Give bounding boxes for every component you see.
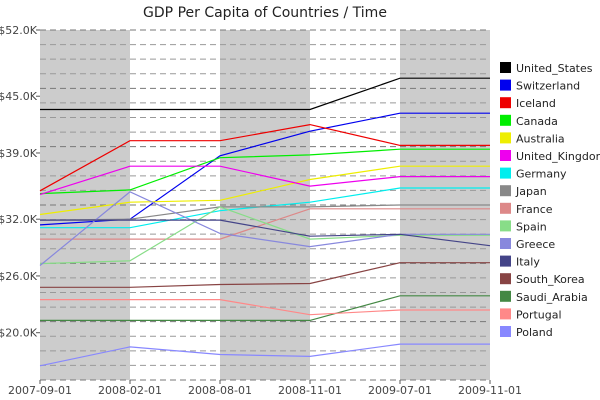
x-axis: 2007-09-01 2008-02-01 2008-08-01 2008-11-01…: [8, 380, 522, 397]
x-tick-label: 2008-11-01: [278, 384, 342, 397]
legend-swatch: [500, 326, 511, 337]
y-tick-label: $39.0K: [0, 147, 38, 160]
legend-label: Greece: [516, 238, 555, 251]
y-axis: $20.0K $26.0K $32.0K $39.0K $45.0K $52.0K: [0, 24, 40, 340]
series-line-japan: [39, 204, 490, 221]
y-tick-label: $26.0K: [0, 270, 38, 283]
legend-swatch: [500, 114, 511, 126]
legend-swatch: [500, 255, 511, 267]
series-line-spain: [39, 206, 490, 265]
legend-label: South_Korea: [516, 273, 585, 286]
series-line-canada: [39, 148, 490, 195]
legend-swatch: [500, 238, 511, 249]
legend-label: Canada: [516, 115, 558, 128]
legend-swatch: [500, 290, 511, 302]
grid-lines: [40, 29, 490, 381]
x-tick-label: 2008-08-01: [188, 384, 252, 397]
legend-swatch: [500, 62, 511, 73]
series-line-iceland: [39, 123, 490, 192]
series-line-france: [40, 208, 490, 240]
legend-swatch: [500, 308, 511, 320]
legend-label: France: [516, 203, 553, 216]
x-tick-label: 2009-11-01: [458, 384, 522, 397]
legend-swatch: [500, 220, 511, 232]
y-tick-label: $52.0K: [0, 24, 38, 37]
legend-label: United_Kingdom: [516, 150, 600, 163]
x-tick-label: 2009-07-01: [368, 384, 432, 397]
legend-label: Saudi_Arabia: [516, 291, 588, 304]
series-line-south-korea: [40, 262, 490, 288]
legend-label: Iceland: [516, 97, 556, 110]
legend-label: United_States: [516, 62, 593, 75]
series-line-greece: [39, 191, 490, 266]
legend-label: Poland: [516, 326, 553, 339]
legend-swatch: [500, 79, 511, 91]
legend-label: Spain: [516, 220, 547, 233]
legend-label: Japan: [515, 185, 547, 198]
chart-title: GDP Per Capita of Countries / Time: [143, 5, 387, 21]
legend-swatch: [500, 202, 511, 214]
legend-swatch: [500, 273, 511, 285]
series-line-italy: [40, 219, 491, 247]
legend-swatch: [500, 167, 511, 179]
series-line-united-kingdom: [39, 165, 490, 196]
legend-label: Italy: [516, 256, 540, 269]
series-lines: [39, 77, 491, 367]
legend-label: Switzerland: [516, 80, 580, 93]
legend-swatch: [500, 150, 511, 161]
series-line-poland: [39, 343, 490, 367]
x-tick-label: 2008-02-01: [98, 384, 162, 397]
legend-swatch: [500, 185, 511, 197]
legend: United_States Switzerland Iceland Canada Aus…: [500, 62, 600, 339]
series-line-portugal: [40, 299, 490, 316]
y-tick-label: $32.0K: [0, 213, 38, 226]
legend-label: Germany: [516, 168, 567, 181]
legend-swatch: [500, 132, 511, 144]
series-line-saudi-arabia: [40, 295, 490, 321]
legend-swatch: [500, 97, 511, 109]
y-tick-label: $45.0K: [0, 90, 38, 103]
y-tick-label: $20.0K: [0, 327, 38, 340]
series-line-united-states: [40, 77, 490, 111]
legend-label: Portugal: [516, 308, 562, 321]
x-tick-label: 2007-09-01: [8, 384, 72, 397]
legend-label: Australia: [516, 132, 565, 145]
